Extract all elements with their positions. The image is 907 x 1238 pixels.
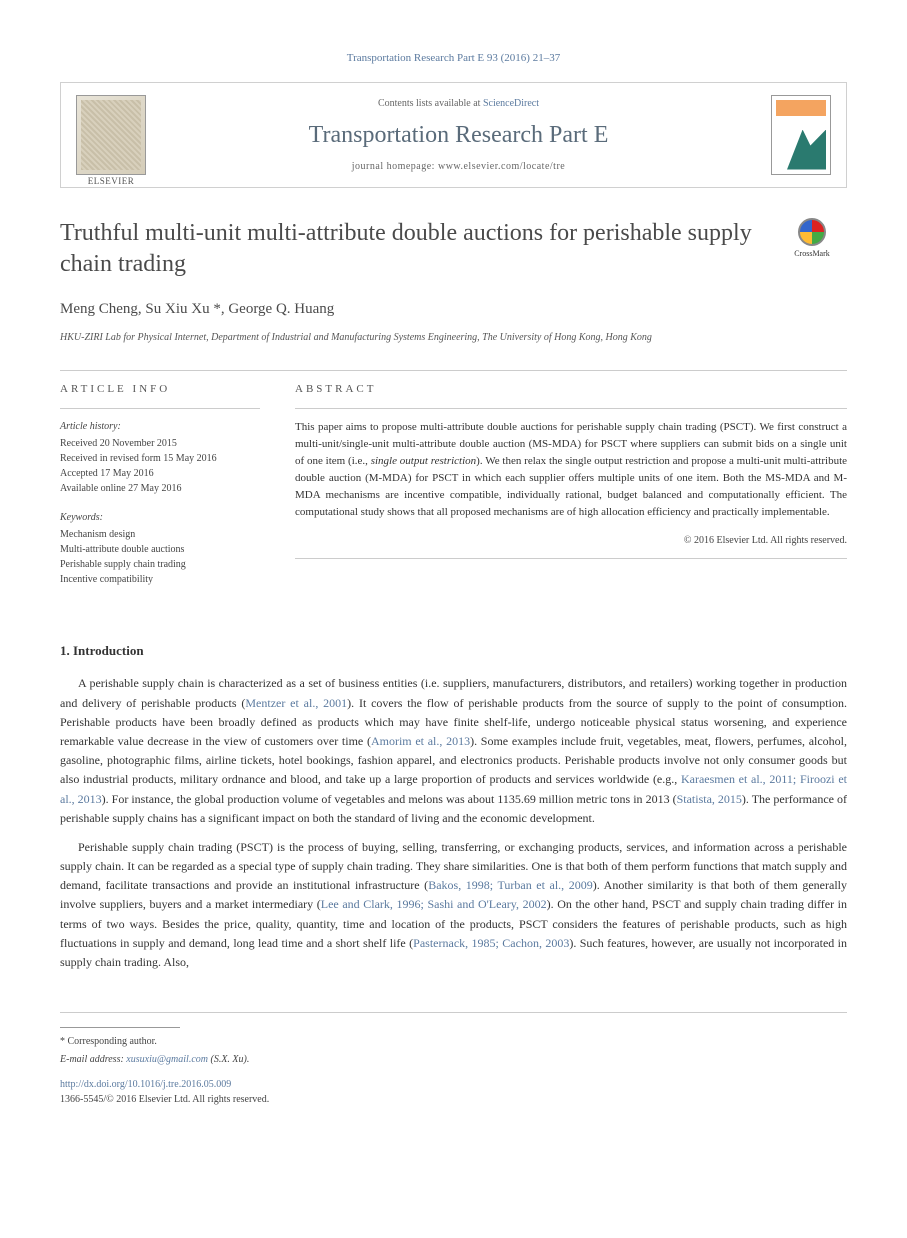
crossmark-badge[interactable]: CrossMark xyxy=(777,218,847,260)
keywords-block: Keywords: Mechanism design Multi-attribu… xyxy=(60,510,260,587)
history-item: Accepted 17 May 2016 xyxy=(60,466,260,481)
doi-anchor[interactable]: http://dx.doi.org/10.1016/j.tre.2016.05.… xyxy=(60,1079,231,1090)
section-1-title: 1. Introduction xyxy=(60,641,847,661)
citation-link[interactable]: Mentzer et al., 2001 xyxy=(245,696,347,710)
citation-link[interactable]: Pasternack, 1985; Cachon, 2003 xyxy=(413,936,569,950)
text-span: ). For instance, the global production v… xyxy=(102,792,677,806)
title-row: Truthful multi-unit multi-attribute doub… xyxy=(60,218,847,280)
abstract-text: This paper aims to propose multi-attribu… xyxy=(295,419,847,521)
email-label: E-mail address: xyxy=(60,1054,126,1065)
email-line: E-mail address: xusuxiu@gmail.com (S.X. … xyxy=(60,1052,847,1067)
authors-line: Meng Cheng, Su Xiu Xu *, George Q. Huang xyxy=(60,298,847,321)
info-abstract-row: ARTICLE INFO Article history: Received 2… xyxy=(60,381,847,601)
journal-reference: Transportation Research Part E 93 (2016)… xyxy=(60,50,847,67)
history-item: Received in revised form 15 May 2016 xyxy=(60,451,260,466)
divider xyxy=(295,558,847,559)
article-history-block: Article history: Received 20 November 20… xyxy=(60,419,260,496)
corresponding-author-note: * Corresponding author. xyxy=(60,1034,847,1049)
article-title: Truthful multi-unit multi-attribute doub… xyxy=(60,218,757,280)
homepage-url: www.elsevier.com/locate/tre xyxy=(438,161,565,172)
keyword: Multi-attribute double auctions xyxy=(60,542,260,557)
crossmark-label: CrossMark xyxy=(777,248,847,260)
abstract-heading: ABSTRACT xyxy=(295,381,847,398)
divider xyxy=(60,408,260,409)
keyword: Perishable supply chain trading xyxy=(60,557,260,572)
citation-link[interactable]: Amorim et al., 2013 xyxy=(371,734,470,748)
intro-paragraph-1: A perishable supply chain is characteriz… xyxy=(60,674,847,828)
crossmark-icon xyxy=(798,218,826,246)
elsevier-tree-logo xyxy=(76,95,146,175)
sciencedirect-link[interactable]: ScienceDirect xyxy=(483,98,539,109)
header-box: ELSEVIER Contents lists available at Sci… xyxy=(60,82,847,188)
email-link[interactable]: xusuxiu@gmail.com xyxy=(126,1054,208,1065)
citation-link[interactable]: Lee and Clark, 1996; Sashi and O'Leary, … xyxy=(321,897,547,911)
contents-prefix: Contents lists available at xyxy=(378,98,483,109)
page-footer: * Corresponding author. E-mail address: … xyxy=(60,1012,847,1107)
keywords-heading: Keywords: xyxy=(60,510,260,525)
intro-paragraph-2: Perishable supply chain trading (PSCT) i… xyxy=(60,838,847,972)
keyword: Incentive compatibility xyxy=(60,572,260,587)
contents-available-line: Contents lists available at ScienceDirec… xyxy=(166,96,751,111)
history-heading: Article history: xyxy=(60,419,260,434)
page: Transportation Research Part E 93 (2016)… xyxy=(0,0,907,1157)
affiliation: HKU-ZIRI Lab for Physical Internet, Depa… xyxy=(60,330,847,345)
history-item: Available online 27 May 2016 xyxy=(60,481,260,496)
citation-link[interactable]: Bakos, 1998; Turban et al., 2009 xyxy=(428,878,593,892)
journal-cover-thumbnail xyxy=(771,95,831,175)
journal-name: Transportation Research Part E xyxy=(166,117,751,153)
issn-line: 1366-5545/© 2016 Elsevier Ltd. All right… xyxy=(60,1092,847,1107)
citation-link[interactable]: Statista, 2015 xyxy=(677,792,742,806)
doi-link[interactable]: http://dx.doi.org/10.1016/j.tre.2016.05.… xyxy=(60,1077,847,1092)
history-item: Received 20 November 2015 xyxy=(60,436,260,451)
email-suffix: (S.X. Xu). xyxy=(208,1054,249,1065)
divider xyxy=(295,408,847,409)
authors-text: Meng Cheng, Su Xiu Xu *, George Q. Huang xyxy=(60,301,334,317)
abstract-em: single output restriction xyxy=(371,455,476,467)
keyword: Mechanism design xyxy=(60,527,260,542)
article-info-heading: ARTICLE INFO xyxy=(60,381,260,398)
elsevier-label: ELSEVIER xyxy=(76,175,146,189)
journal-homepage: journal homepage: www.elsevier.com/locat… xyxy=(166,159,751,174)
elsevier-logo-wrap: ELSEVIER xyxy=(76,95,146,175)
abstract-column: ABSTRACT This paper aims to propose mult… xyxy=(295,381,847,601)
divider xyxy=(60,370,847,371)
header-middle: Contents lists available at ScienceDirec… xyxy=(146,96,771,174)
article-info-column: ARTICLE INFO Article history: Received 2… xyxy=(60,381,260,601)
homepage-prefix: journal homepage: xyxy=(352,161,438,172)
abstract-copyright: © 2016 Elsevier Ltd. All rights reserved… xyxy=(295,533,847,548)
footnote-rule xyxy=(60,1027,180,1028)
